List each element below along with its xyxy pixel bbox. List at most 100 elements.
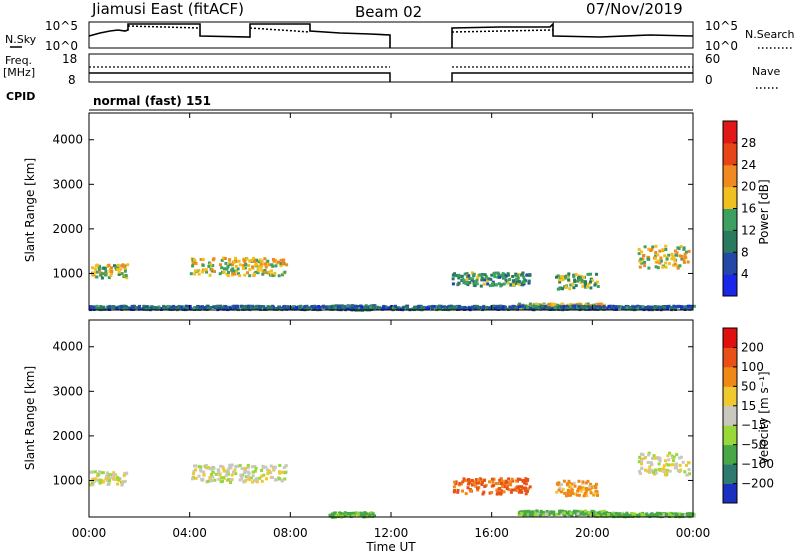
nsearch-label: N.Search xyxy=(745,28,795,41)
echo-cell xyxy=(106,476,110,480)
echo-cell xyxy=(468,281,472,285)
power-y-axis: 1000 2000 3000 4000 xyxy=(52,133,693,280)
echo-cell xyxy=(411,307,415,311)
echo-cell xyxy=(125,276,129,280)
nsky-tick-top: 10^5 xyxy=(45,19,78,33)
echo-cell xyxy=(510,477,514,481)
colorbar-segment xyxy=(723,464,737,484)
echo-cell xyxy=(483,273,487,277)
echo-cell xyxy=(239,304,243,308)
echo-cell xyxy=(516,279,519,283)
echo-cell xyxy=(242,263,246,267)
echo-cell xyxy=(247,471,251,475)
echo-cell xyxy=(508,305,512,309)
echo-cell xyxy=(192,306,196,310)
echo-cell xyxy=(547,306,551,309)
echo-cell xyxy=(585,494,589,498)
echo-cell xyxy=(204,464,208,468)
echo-cell xyxy=(90,481,94,485)
echo-cell xyxy=(480,483,484,486)
echo-cell xyxy=(200,305,204,309)
echo-cell xyxy=(278,477,282,481)
echo-cell xyxy=(387,306,391,310)
echo-cell xyxy=(474,307,478,311)
echo-cell xyxy=(586,285,589,289)
echo-cell xyxy=(232,261,236,265)
echo-cell xyxy=(594,281,598,285)
echo-cell xyxy=(202,470,206,474)
echo-cell xyxy=(595,490,599,494)
echo-cell xyxy=(579,276,582,280)
echo-cell xyxy=(607,304,611,308)
echo-cell xyxy=(232,305,236,309)
echo-cell xyxy=(125,471,129,475)
echo-cell xyxy=(352,514,356,518)
echo-cell xyxy=(492,272,496,275)
echo-cell xyxy=(566,494,570,497)
echo-cell xyxy=(646,514,650,518)
echo-cell xyxy=(240,306,244,310)
echo-cell xyxy=(155,307,159,311)
echo-cell xyxy=(251,306,255,310)
echo-cell xyxy=(396,307,400,311)
x-tick-label: 00:00 xyxy=(72,526,107,540)
echo-cell xyxy=(237,272,240,276)
echo-cell xyxy=(122,474,126,478)
echo-cell xyxy=(94,478,98,482)
echo-cell xyxy=(253,272,256,276)
echo-cell xyxy=(228,260,232,264)
echo-cell xyxy=(93,470,97,474)
echo-cell xyxy=(679,245,683,248)
echo-cell xyxy=(254,259,258,262)
echo-cell xyxy=(238,274,242,278)
colorbar-frame xyxy=(722,327,738,504)
echo-cell xyxy=(514,272,518,276)
echo-cell xyxy=(109,273,113,277)
echo-cell xyxy=(108,476,112,480)
echo-cell xyxy=(263,257,267,261)
echo-cell xyxy=(577,485,581,489)
echo-cell xyxy=(492,304,496,308)
echo-cell xyxy=(473,284,477,288)
echo-cell xyxy=(675,251,679,255)
echo-cell xyxy=(228,263,232,267)
echo-cell xyxy=(636,304,640,308)
echo-cell xyxy=(91,305,95,309)
echo-cell xyxy=(478,273,482,277)
echo-cell xyxy=(230,473,234,477)
freq-tick-top: 18 xyxy=(62,52,77,66)
echo-cell xyxy=(525,273,529,277)
echo-cell xyxy=(100,305,104,309)
echo-cell xyxy=(582,487,586,491)
colorbar-tick-label: 50 xyxy=(741,379,756,393)
echo-cell xyxy=(504,274,508,278)
echo-cell xyxy=(372,305,376,309)
echo-cell xyxy=(166,304,170,308)
echo-cell xyxy=(491,282,494,286)
echo-cell xyxy=(371,512,375,516)
echo-cell xyxy=(117,306,121,310)
echo-cell xyxy=(98,307,102,311)
echo-cell xyxy=(253,464,257,468)
echo-cell xyxy=(557,512,561,516)
echo-cell xyxy=(516,477,520,481)
echo-cell xyxy=(117,477,121,481)
echo-cell xyxy=(643,306,647,310)
echo-cell xyxy=(672,263,676,267)
echo-cell xyxy=(654,244,658,248)
echo-cell xyxy=(475,278,479,282)
echo-cell xyxy=(679,468,683,472)
echo-cell xyxy=(259,265,263,269)
echo-cell xyxy=(170,305,174,309)
echo-cell xyxy=(482,490,486,494)
echo-cell xyxy=(256,267,260,271)
echo-cell xyxy=(292,305,295,309)
echo-cell xyxy=(221,466,225,470)
echo-cell xyxy=(343,514,347,518)
echo-cell xyxy=(545,512,549,516)
echo-cell xyxy=(110,266,113,270)
echo-cell xyxy=(676,469,680,472)
echo-cell xyxy=(531,305,535,309)
echo-cell xyxy=(231,307,235,311)
echo-cell xyxy=(262,473,266,477)
